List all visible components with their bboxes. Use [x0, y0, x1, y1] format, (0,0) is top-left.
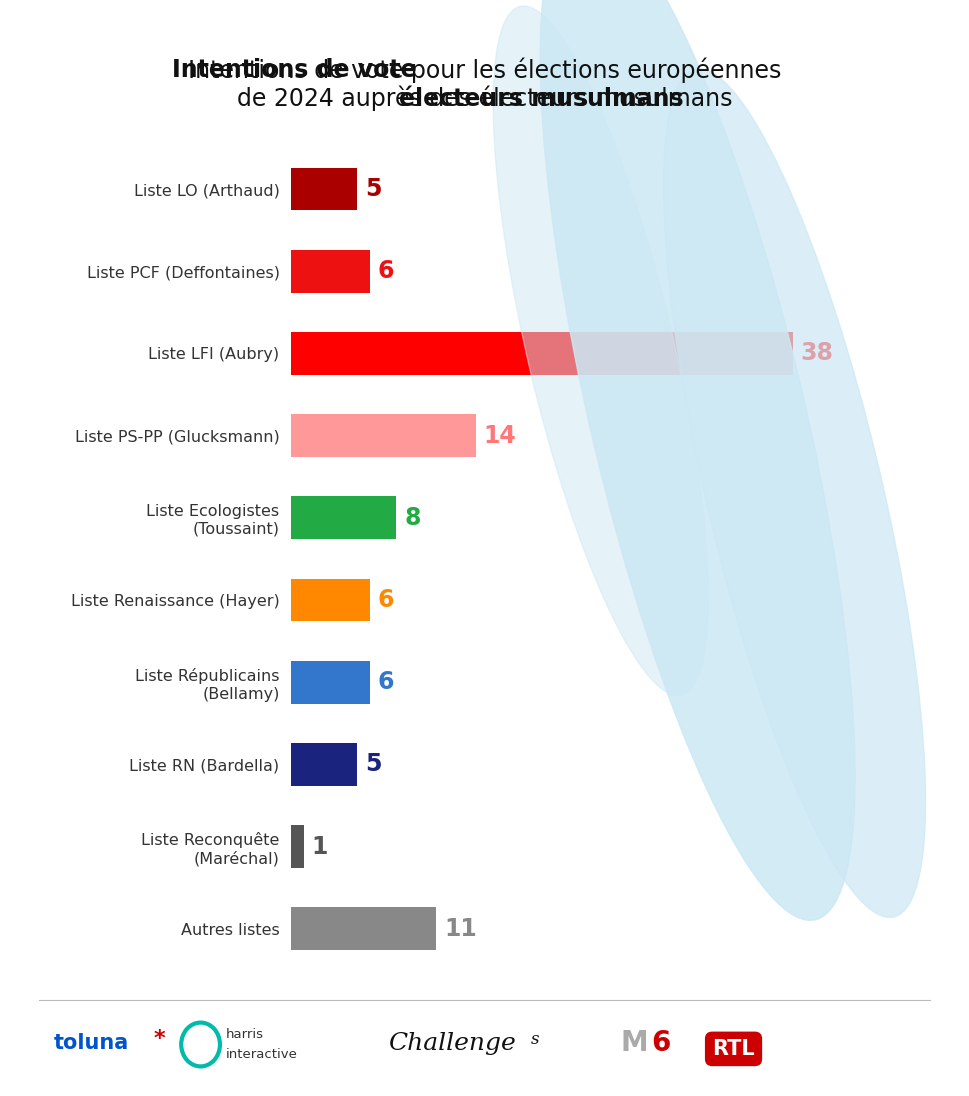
Text: 5: 5 — [364, 178, 381, 201]
Text: 6: 6 — [378, 589, 394, 612]
Bar — [291, 579, 370, 621]
Text: harris: harris — [226, 1028, 264, 1041]
Text: 5: 5 — [364, 753, 381, 776]
Bar — [291, 332, 793, 375]
Text: électeurs musulmans: électeurs musulmans — [399, 87, 684, 111]
Bar — [291, 907, 436, 950]
Text: Intentions de vote: Intentions de vote — [172, 58, 416, 82]
Text: 8: 8 — [404, 506, 421, 529]
Text: de 2024 auprès des électeurs musulmans: de 2024 auprès des électeurs musulmans — [236, 85, 733, 112]
Text: 1: 1 — [312, 835, 328, 858]
Text: Intentions de vote pour les élections européennes: Intentions de vote pour les élections eu… — [188, 57, 781, 83]
Text: s: s — [531, 1030, 540, 1048]
Text: 14: 14 — [484, 424, 516, 447]
Text: 6: 6 — [378, 260, 394, 283]
Text: 38: 38 — [800, 342, 833, 365]
Bar — [291, 250, 370, 293]
Text: 11: 11 — [444, 917, 477, 940]
Bar — [291, 496, 396, 539]
Bar — [291, 414, 476, 457]
Text: Challenge: Challenge — [388, 1032, 516, 1054]
Text: 6: 6 — [651, 1029, 671, 1058]
Bar — [291, 825, 304, 868]
Text: RTL: RTL — [712, 1039, 755, 1059]
Text: *: * — [153, 1029, 165, 1049]
Bar — [291, 168, 357, 210]
Text: interactive: interactive — [226, 1048, 297, 1061]
Bar — [291, 743, 357, 786]
Text: 6: 6 — [378, 671, 394, 694]
Text: toluna: toluna — [53, 1034, 129, 1053]
Bar — [291, 661, 370, 704]
Text: M: M — [620, 1029, 648, 1058]
